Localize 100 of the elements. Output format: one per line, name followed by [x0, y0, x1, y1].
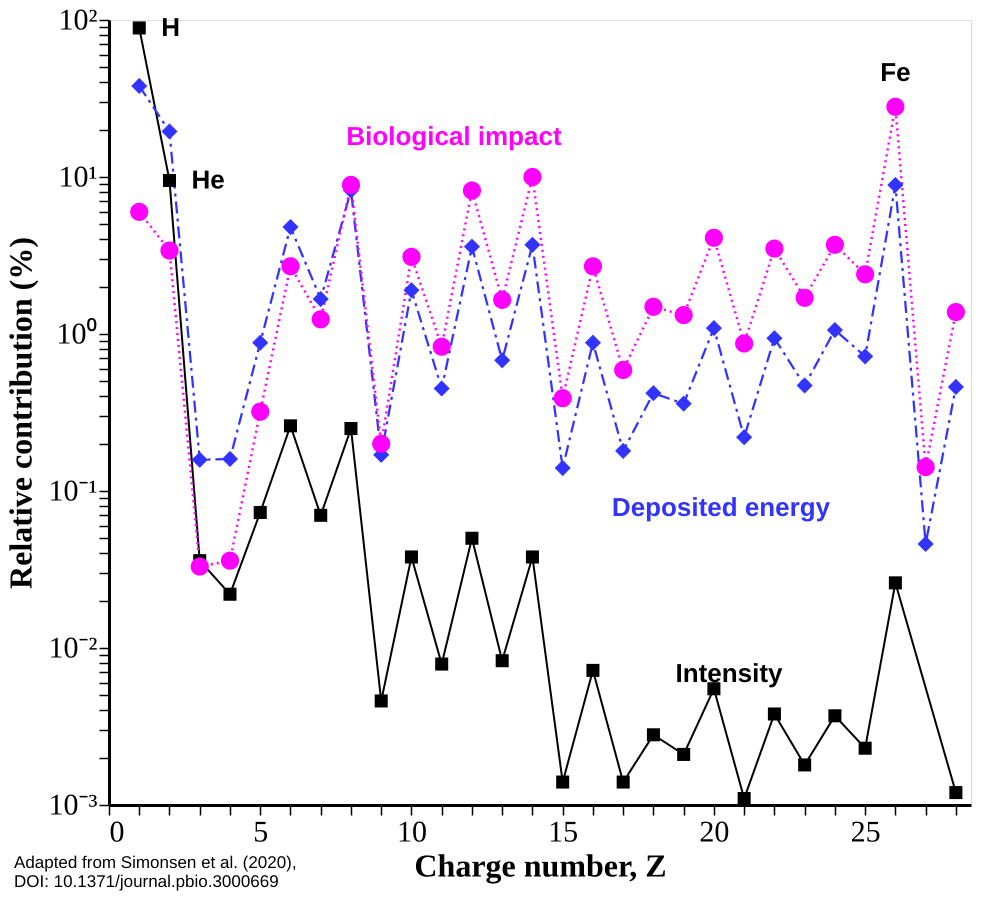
point	[887, 176, 904, 194]
point	[312, 290, 329, 308]
point	[736, 429, 752, 446]
point	[856, 265, 874, 284]
point	[886, 98, 904, 116]
point	[706, 320, 722, 336]
point	[826, 236, 844, 254]
point	[735, 334, 754, 353]
point	[765, 240, 784, 258]
point	[404, 550, 418, 564]
point	[766, 330, 782, 346]
point	[523, 168, 542, 186]
point	[798, 758, 812, 772]
annotation: H	[161, 12, 180, 42]
point	[704, 228, 723, 247]
point	[403, 282, 420, 298]
point	[223, 588, 236, 601]
point	[554, 460, 571, 476]
y-axis-title: Relative contribution (%)	[2, 237, 39, 589]
point	[918, 536, 934, 552]
point	[464, 238, 480, 255]
point	[526, 550, 539, 564]
point	[496, 654, 509, 668]
point	[130, 202, 148, 221]
point	[190, 558, 209, 576]
point	[584, 334, 601, 351]
point	[434, 380, 450, 397]
point	[160, 241, 179, 260]
point	[222, 450, 238, 468]
point	[676, 396, 692, 412]
point	[857, 348, 874, 364]
point	[374, 694, 388, 708]
point	[402, 248, 421, 266]
point	[949, 786, 962, 800]
point	[796, 377, 813, 394]
point	[616, 776, 630, 789]
point	[768, 707, 781, 720]
x-tick-label: 5	[253, 816, 268, 848]
point	[674, 306, 693, 324]
text: Adapted from Simonsen et al. (2020), DOI: 10.1371/journal.pbio.3000669	[14, 853, 297, 891]
point	[646, 728, 660, 742]
point	[252, 334, 268, 351]
y-tick-label: 10⁻¹	[48, 474, 98, 508]
x-tick-label: 0	[110, 816, 124, 848]
point	[946, 302, 965, 322]
point	[826, 322, 843, 338]
point	[888, 576, 902, 590]
y-tick-label: 10⁰	[56, 318, 98, 350]
point	[493, 290, 512, 309]
point	[584, 257, 602, 276]
point	[432, 338, 451, 356]
point	[858, 742, 872, 755]
y-tick-label: 10²	[58, 4, 98, 36]
point	[554, 389, 572, 408]
y-tick-label: 10⁻²	[48, 632, 98, 664]
point	[828, 709, 842, 722]
point	[677, 748, 690, 761]
point	[948, 378, 964, 396]
point	[254, 506, 267, 519]
point	[251, 402, 270, 421]
annotation: Fe	[880, 56, 911, 87]
point	[312, 310, 330, 328]
point	[132, 21, 146, 34]
point	[462, 181, 482, 200]
point	[284, 419, 297, 432]
x-tick-label: 25	[850, 816, 881, 848]
point	[161, 123, 178, 140]
point	[131, 78, 148, 94]
point	[916, 458, 935, 476]
point	[524, 236, 540, 253]
x-tick-label: 10	[396, 816, 427, 848]
point	[344, 422, 358, 436]
annotation: He	[191, 164, 225, 194]
x-axis-title: Charge number, Z	[414, 848, 667, 884]
y-tick-label: 10⁻³	[48, 788, 98, 822]
point	[465, 532, 478, 545]
point	[281, 257, 300, 276]
x-tick-label: 15	[548, 816, 578, 848]
point	[220, 552, 240, 570]
series-label: Intensity	[676, 658, 783, 688]
point	[738, 792, 751, 806]
point	[192, 452, 208, 468]
point	[615, 442, 632, 459]
point	[314, 508, 328, 522]
point	[372, 434, 390, 453]
x-tick-label: 20	[699, 816, 730, 848]
point	[586, 664, 600, 677]
point	[796, 288, 814, 307]
point	[342, 176, 360, 194]
point	[494, 352, 510, 368]
point	[435, 658, 448, 671]
series-label: Biological impact	[346, 121, 562, 151]
series-label: Deposited energy	[612, 492, 831, 522]
point	[614, 360, 632, 380]
point	[644, 298, 663, 316]
y-tick-label: 10¹	[58, 160, 98, 194]
point	[645, 385, 662, 402]
point	[282, 218, 299, 236]
point	[556, 776, 570, 789]
point	[162, 174, 176, 188]
